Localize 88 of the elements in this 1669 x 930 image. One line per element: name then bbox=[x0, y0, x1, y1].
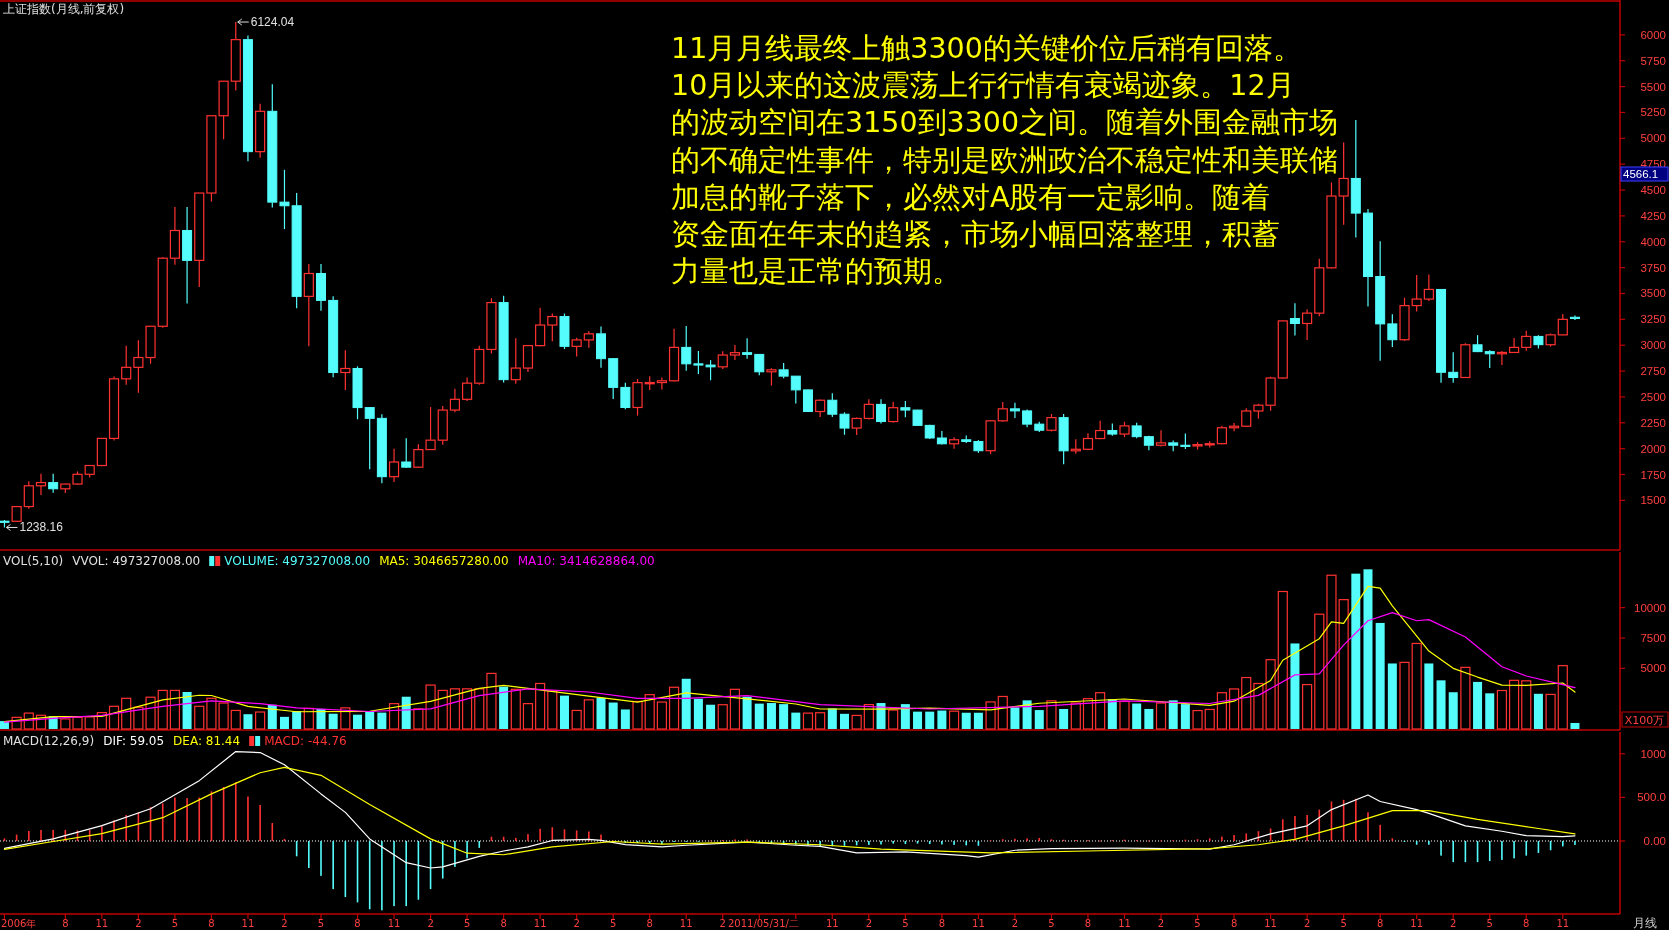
annotation: 的不确定性事件，特别是欧洲政治不稳定性和美联储 bbox=[671, 143, 1338, 177]
y-tick-label: 1750 bbox=[1640, 468, 1666, 481]
x-tick-label: 8 bbox=[62, 918, 69, 929]
x-tick-label: 8 bbox=[1230, 918, 1238, 929]
y-tick-label: 4000 bbox=[1640, 235, 1666, 248]
y-tick-label: 5250 bbox=[1640, 106, 1666, 119]
x-tick-label: 11 bbox=[825, 918, 839, 929]
y-tick-label: 5750 bbox=[1640, 54, 1666, 67]
x-tick-label: 11 bbox=[972, 918, 985, 929]
x-tick-label: 11 bbox=[95, 918, 109, 929]
text: MA5: 3046657280.00 bbox=[379, 554, 509, 568]
x-tick-label: 2 bbox=[135, 918, 142, 929]
annotation: 1238.16 bbox=[19, 520, 64, 535]
annotation: 的波动空间在3150到3300之间。随着外围金融市场 bbox=[671, 106, 1339, 140]
x-tick-label: 2 bbox=[573, 918, 580, 929]
x-tick-label: 8 bbox=[646, 918, 653, 929]
x-axis-title: 月线 bbox=[1632, 916, 1657, 930]
x-tick-label: 8 bbox=[1523, 918, 1530, 929]
y-tick-label: 4250 bbox=[1640, 209, 1666, 222]
x-tick-label: 2006年 bbox=[1, 918, 37, 929]
chart-title: 上证指数(月线,前复权) bbox=[3, 2, 125, 16]
y-tick-label: 5000 bbox=[1640, 132, 1666, 145]
y-tick-label: 6000 bbox=[1640, 28, 1666, 41]
y-tick-label: 0.00 bbox=[1643, 834, 1666, 847]
x-tick-label: 2 bbox=[427, 918, 434, 929]
x-tick-label: 8 bbox=[1376, 918, 1384, 929]
x-tick-label: 5 bbox=[1340, 918, 1347, 929]
y-tick-label: 2000 bbox=[1640, 442, 1666, 455]
annotation: 11月月线最终上触3300的关键价位后稍有回落。 bbox=[671, 32, 1302, 65]
x-tick-label: 2 bbox=[1011, 918, 1019, 929]
annotation: 资金面在年末的趋紧，市场小幅回落整理，积蓄 bbox=[671, 218, 1280, 251]
x-tick-label: 5 bbox=[1048, 918, 1055, 929]
y-tick-label: 500.0 bbox=[1637, 791, 1666, 804]
annotation: 加息的靴子落下，必然对A股有一定影响。随着 bbox=[671, 180, 1271, 214]
x-tick-label: 5 bbox=[171, 918, 179, 929]
x-tick-label: 5 bbox=[317, 918, 325, 929]
y-tick-label: 3750 bbox=[1640, 261, 1666, 274]
annotation: 10月以来的这波震荡上行行情有衰竭迹象。12月 bbox=[671, 69, 1295, 103]
x-tick-label: 11 bbox=[241, 918, 255, 929]
x-tick-label: 5 bbox=[902, 918, 909, 929]
x-tick-label: 5 bbox=[609, 918, 617, 929]
x-tick-label: 5 bbox=[463, 918, 471, 929]
x-tick-label: 8 bbox=[500, 918, 507, 929]
y-tick-label: 1500 bbox=[1640, 494, 1666, 507]
chart-title: VOL(5,10) bbox=[3, 554, 64, 568]
text: MA10: 3414628864.00 bbox=[517, 554, 655, 568]
y-tick-label: 3250 bbox=[1640, 313, 1666, 326]
text: DIF: 59.05 bbox=[103, 734, 165, 748]
y-tick-label: 3000 bbox=[1640, 339, 1666, 352]
legend-label: MACD: -44.76 bbox=[264, 734, 347, 748]
y-tick-label: 5500 bbox=[1640, 80, 1666, 93]
x-tick-label: 11 bbox=[533, 918, 547, 929]
text: DEA: 81.44 bbox=[173, 734, 241, 748]
x-tick-label: 2 bbox=[719, 918, 726, 929]
x-tick-label: 2011/05/31/二 bbox=[727, 918, 799, 929]
x-tick-label: 5 bbox=[1486, 918, 1493, 929]
text: 4566.1 bbox=[1623, 168, 1659, 180]
x-tick-label: 8 bbox=[1084, 918, 1092, 929]
y-tick-label: 2250 bbox=[1640, 416, 1666, 429]
y-tick-label: 3500 bbox=[1640, 287, 1666, 300]
y-tick-label: 4500 bbox=[1640, 184, 1666, 197]
annotation: VVOL: 497327008.00 bbox=[72, 554, 201, 568]
x-tick-label: 2 bbox=[1303, 918, 1311, 929]
legend-label: VOLUME: 497327008.00 bbox=[224, 554, 371, 568]
x-tick-label: 8 bbox=[354, 918, 361, 929]
x-tick-label: 11 bbox=[1410, 918, 1424, 929]
y-tick-label: 2500 bbox=[1640, 390, 1666, 403]
x-tick-label: 11 bbox=[679, 918, 693, 929]
x-tick-label: 2 bbox=[1450, 918, 1457, 929]
y-tick-label: 1000 bbox=[1640, 747, 1666, 760]
y-tick-label: 2750 bbox=[1640, 365, 1666, 378]
y-axis-title: X100万 bbox=[1624, 714, 1665, 727]
x-tick-label: 11 bbox=[1264, 918, 1277, 929]
x-tick-label: 8 bbox=[938, 918, 946, 929]
y-tick-label: 5000 bbox=[1640, 662, 1666, 675]
x-tick-label: 8 bbox=[208, 918, 215, 929]
chart-title: MACD(12,26,9) bbox=[3, 734, 95, 748]
x-tick-label: 11 bbox=[1556, 918, 1570, 929]
x-tick-label: 2 bbox=[281, 918, 288, 929]
x-tick-label: 2 bbox=[1157, 918, 1165, 929]
annotation: 6124.04 bbox=[250, 15, 295, 30]
x-tick-label: 5 bbox=[1194, 918, 1201, 929]
x-tick-label: 11 bbox=[1118, 918, 1131, 929]
x-tick-label: 11 bbox=[387, 918, 401, 929]
y-tick-label: 10000 bbox=[1634, 601, 1666, 614]
annotation: 力量也是正常的预期。 bbox=[671, 255, 961, 289]
y-tick-label: 7500 bbox=[1640, 631, 1666, 644]
x-tick-label: 2 bbox=[865, 918, 873, 929]
